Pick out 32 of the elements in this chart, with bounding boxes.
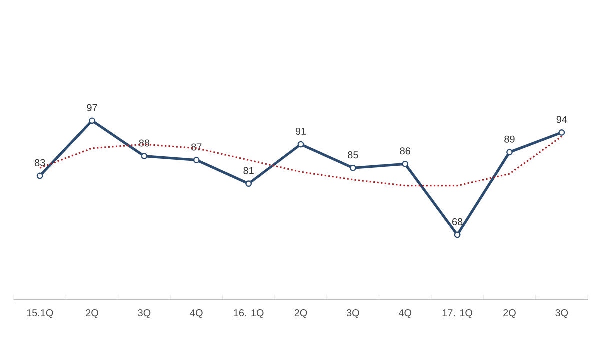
data-label: 68 <box>452 218 463 226</box>
x-tick-label: 4Q <box>398 310 412 318</box>
x-tick-label: 2Q <box>294 310 308 318</box>
x-tick-label: 15.1Q <box>27 310 54 318</box>
point <box>506 149 513 156</box>
point <box>193 157 200 164</box>
point <box>36 172 44 180</box>
point <box>141 153 148 160</box>
point <box>89 118 96 124</box>
data-label: 86 <box>400 148 410 155</box>
data-label: 94 <box>556 116 568 124</box>
point <box>246 180 252 188</box>
x-tick-label: 3Q <box>346 310 360 318</box>
x-tick-label: 2Q <box>86 310 98 318</box>
x-tick-label: 17. 1Q <box>442 310 472 318</box>
data-label: 89 <box>504 136 515 143</box>
point <box>558 130 566 136</box>
data-label: 88 <box>139 140 150 147</box>
point <box>350 164 356 172</box>
x-tick-label: 2Q <box>504 310 516 318</box>
x-tick-label: 3Q <box>556 310 568 318</box>
data-label: 97 <box>87 104 98 112</box>
x-tick-label: 3Q <box>138 310 151 318</box>
data-label: 91 <box>296 128 306 136</box>
data-label: 83 <box>34 159 46 166</box>
point <box>454 232 461 238</box>
point <box>402 160 409 168</box>
data-label: 85 <box>348 152 358 159</box>
x-tick-label: 4Q <box>190 310 203 318</box>
data-label: 81 <box>244 167 254 174</box>
x-tick-label: 16. 1Q <box>234 310 264 318</box>
point <box>298 141 304 148</box>
